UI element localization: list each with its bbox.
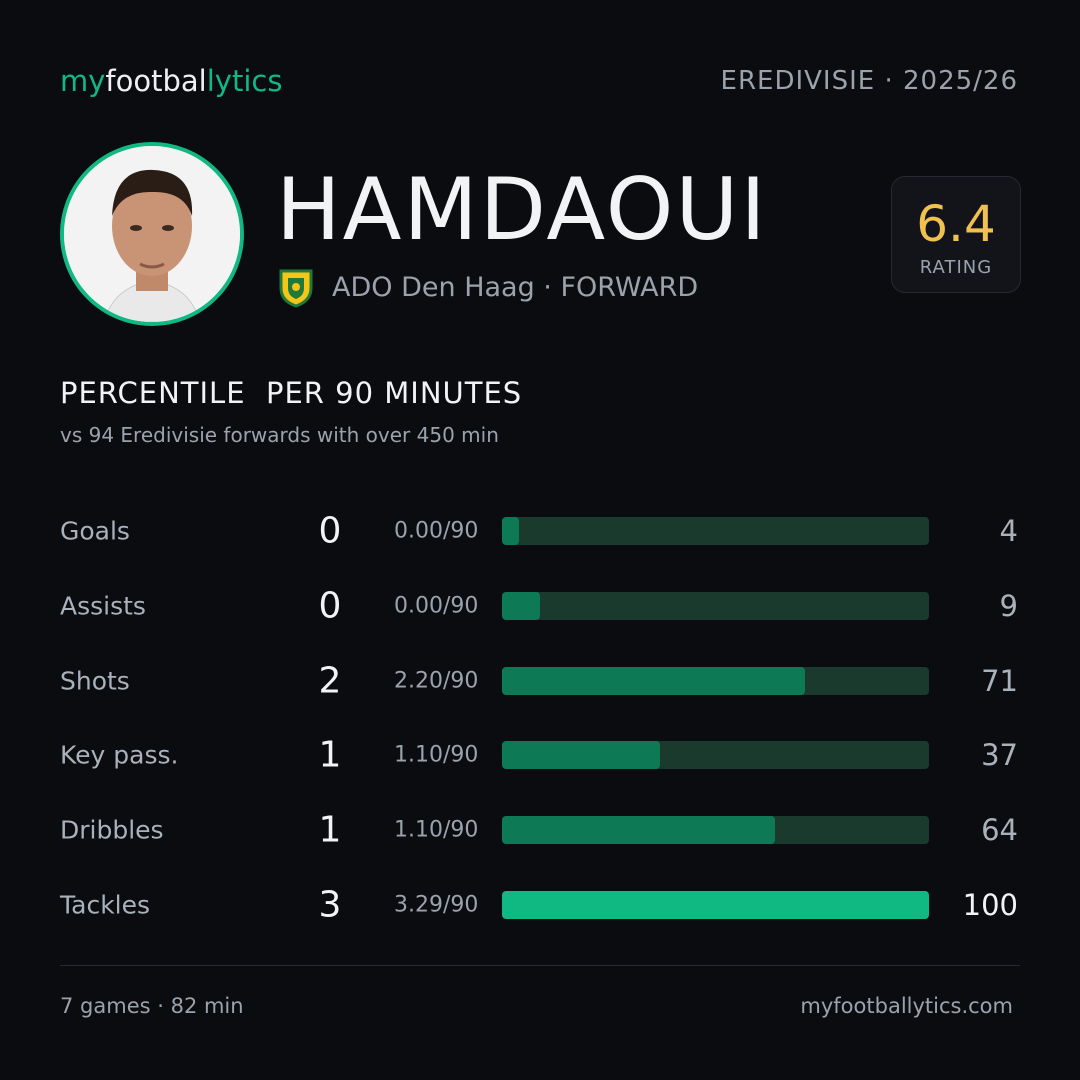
bar — [502, 666, 806, 695]
stat-count: 0 — [318, 585, 342, 627]
stat-label: Goals — [60, 516, 130, 546]
percentile: 100 — [962, 888, 1018, 922]
bar — [502, 591, 541, 620]
bar — [502, 517, 520, 545]
percentile: 64 — [981, 813, 1018, 848]
percentile: 71 — [981, 663, 1018, 698]
footer-left: 7 games · 82 min — [60, 994, 244, 1018]
bar — [502, 816, 776, 845]
stat-count: 2 — [318, 660, 342, 702]
club-badge — [279, 269, 313, 308]
stat-count: 1 — [318, 809, 342, 851]
league: EREDIVISIE · 2025/26 — [720, 66, 1018, 96]
footer-right: myfootballytics.com — [800, 994, 1013, 1018]
per90: 2.20/90 — [394, 668, 479, 694]
bar-track — [502, 591, 929, 620]
stat-label: Key pass. — [60, 740, 179, 770]
percentile: 37 — [981, 738, 1018, 773]
per90: 1.10/90 — [394, 742, 479, 768]
stat-label: Assists — [60, 591, 146, 621]
photo-art — [64, 146, 240, 322]
rating-value: 6.4 — [916, 195, 996, 253]
section-title: PERCENTILE PER 90 MINUTES — [60, 376, 523, 410]
bar-track — [502, 741, 929, 770]
brand-part: my — [60, 64, 106, 98]
brand-part: lytics — [206, 64, 283, 98]
brand-part: footbal — [105, 64, 207, 98]
rating-label: RATING — [919, 257, 993, 278]
stat-label: Dribbles — [60, 815, 164, 845]
player-photo — [60, 142, 244, 326]
bar-track — [502, 891, 929, 919]
bar-track — [502, 666, 929, 695]
stat-count: 3 — [318, 884, 342, 926]
per90: 0.00/90 — [394, 593, 479, 619]
club-position: ADO Den Haag · FORWARD — [332, 272, 699, 303]
stat-label: Shots — [60, 666, 130, 696]
brand: myfootballytics — [60, 64, 282, 98]
stat-count: 1 — [318, 734, 342, 776]
per90: 1.10/90 — [394, 817, 479, 843]
section-subtitle: vs 94 Eredivisie forwards with over 450 … — [60, 423, 499, 447]
percentile: 9 — [999, 588, 1018, 623]
percentile: 4 — [999, 514, 1018, 548]
divider — [60, 965, 1020, 966]
per90: 3.29/90 — [394, 892, 479, 918]
rating-box: 6.4 RATING — [891, 176, 1021, 293]
bar-track — [502, 816, 929, 845]
stat-label: Tackles — [60, 890, 151, 920]
player-name: HAMDAOUI — [276, 160, 768, 260]
stat-count: 0 — [318, 510, 342, 552]
per90: 0.00/90 — [394, 518, 479, 544]
bar — [502, 891, 929, 919]
bar — [502, 741, 660, 770]
bar-track — [502, 517, 929, 545]
